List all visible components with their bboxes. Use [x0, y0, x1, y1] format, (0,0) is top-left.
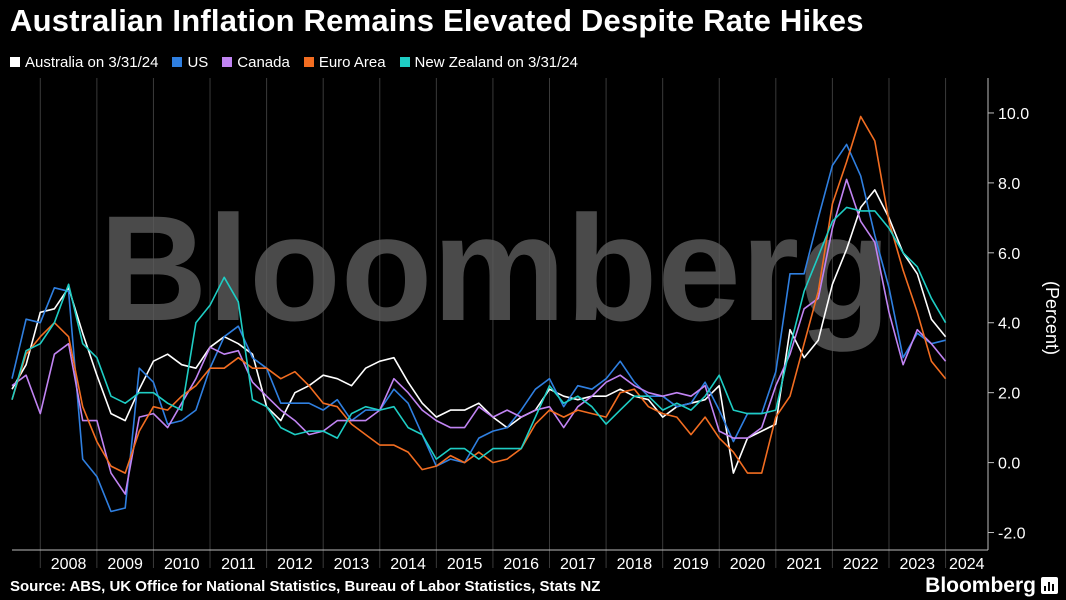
x-tick-label: 2010 [164, 556, 200, 573]
legend-swatch-canada [222, 57, 233, 67]
x-tick-label: 2011 [221, 556, 256, 573]
y-tick-label: 6.0 [998, 246, 1020, 263]
legend-label-new-zealand: New Zealand on 3/31/24 [414, 53, 578, 71]
x-tick-label: 2017 [560, 556, 596, 573]
chart-title: Australian Inflation Remains Elevated De… [10, 3, 864, 38]
y-tick-label: -2.0 [998, 526, 1026, 543]
bloomberg-watermark: Bloomberg [99, 184, 891, 352]
legend-label-euro-area: Euro Area [318, 53, 386, 71]
x-tick-label: 2024 [949, 556, 985, 573]
legend-item-us: US [172, 54, 208, 71]
x-tick-label: 2013 [334, 556, 370, 573]
y-axis-label: (Percent) [1042, 281, 1062, 355]
legend-item-euro-area: Euro Area [303, 53, 386, 71]
legend-item-australia: Australia on 3/31/24 [10, 54, 158, 71]
x-tick-label: 2008 [51, 556, 87, 573]
legend-swatch-euro-area [303, 57, 314, 67]
x-tick-label: 2014 [390, 556, 426, 573]
y-tick-label: 2.0 [998, 386, 1020, 403]
legend-label-canada: Canada [237, 53, 290, 71]
legend-item-new-zealand: New Zealand on 3/31/24 [399, 53, 578, 71]
source-note: Source: ABS, UK Office for National Stat… [10, 578, 601, 595]
legend-label-australia: Australia on 3/31/24 [25, 53, 159, 71]
legend-item-canada: Canada [222, 54, 290, 71]
x-tick-label: 2012 [277, 556, 313, 573]
y-tick-label: 10.0 [998, 106, 1029, 123]
axes: -2.0 0.0 2.0 4.0 6.0 8.0 10.0 (Percent) 2008 2009… [12, 78, 1062, 573]
legend-swatch-us [172, 57, 183, 67]
y-tick-label: 0.0 [998, 456, 1020, 473]
x-tick-label: 2019 [673, 556, 709, 573]
series-lines [11, 115, 947, 513]
series-line-3 [11, 115, 947, 474]
legend-label-us: US [187, 53, 209, 71]
legend-swatch-new-zealand [399, 57, 410, 67]
series-line-4 [11, 206, 947, 460]
bar-chart-icon [1041, 577, 1058, 594]
y-tick-label: 4.0 [998, 316, 1020, 333]
bloomberg-logo: Bloomberg [925, 574, 1036, 597]
y-tick-label: 8.0 [998, 176, 1020, 193]
x-tick-label: 2023 [899, 556, 935, 573]
x-tick-label: 2021 [786, 556, 822, 573]
series-line-2 [11, 178, 947, 495]
series-line-0 [11, 189, 947, 474]
x-tick-label: 2015 [447, 556, 483, 573]
x-tick-label: 2022 [843, 556, 879, 573]
x-tick-label: 2020 [730, 556, 766, 573]
x-tick-label: 2018 [617, 556, 653, 573]
series-line-1 [11, 143, 946, 513]
x-tick-label: 2009 [107, 556, 143, 573]
x-tick-label: 2016 [503, 556, 539, 573]
legend: Australia on 3/31/24 US Canada Euro Area… [10, 52, 578, 72]
legend-swatch-australia [10, 57, 20, 67]
